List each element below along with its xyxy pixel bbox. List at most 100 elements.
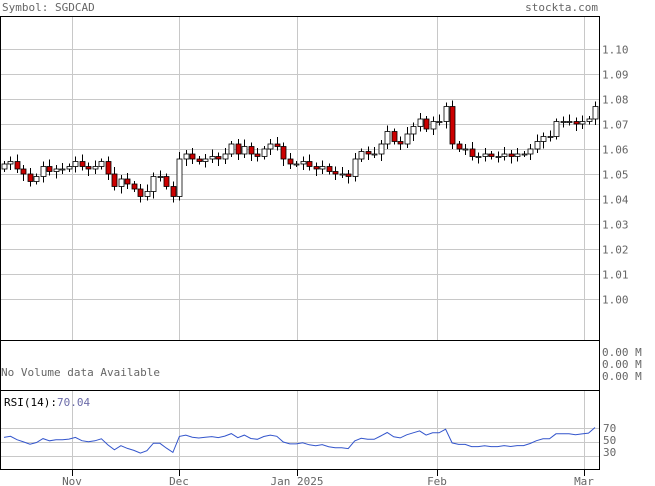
- brand-link[interactable]: stockta.com: [525, 1, 598, 14]
- candle-body: [482, 153, 489, 157]
- candle-body: [85, 166, 92, 170]
- candle-body: [92, 166, 99, 170]
- candle: [235, 139, 242, 160]
- candle: [514, 148, 521, 162]
- candle-body: [306, 161, 313, 167]
- candle-body: [72, 161, 79, 167]
- candle-body: [222, 153, 229, 160]
- price-tick-label: 1.03: [602, 219, 629, 232]
- candle: [105, 156, 112, 180]
- candle-body: [124, 178, 131, 185]
- candle: [228, 141, 235, 157]
- candle: [293, 161, 300, 167]
- candle: [397, 136, 404, 150]
- candle: [118, 175, 125, 194]
- candle: [345, 170, 352, 184]
- candle-body: [248, 146, 255, 155]
- candle-body: [235, 143, 242, 155]
- candle: [1, 161, 8, 172]
- candle-body: [449, 106, 456, 145]
- candle: [423, 116, 430, 132]
- candle-body: [443, 106, 450, 122]
- candle-body: [287, 158, 294, 165]
- candle: [410, 122, 417, 141]
- candle: [573, 117, 580, 131]
- price-tick-label: 1.08: [602, 94, 629, 107]
- candle-body: [79, 161, 86, 167]
- candle-body: [456, 143, 463, 150]
- candle-body: [527, 148, 534, 155]
- candle: [475, 152, 482, 164]
- candle-body: [131, 183, 138, 190]
- candle: [196, 156, 203, 165]
- candle-body: [378, 143, 385, 155]
- candle-body: [560, 121, 567, 123]
- candle: [306, 154, 313, 171]
- x-tick-label: Mar: [574, 475, 594, 486]
- candle: [553, 118, 560, 140]
- candle: [488, 151, 495, 160]
- candle-body: [534, 141, 541, 150]
- candle: [417, 113, 424, 132]
- rsi-grid: [1, 391, 599, 470]
- candle-body: [547, 136, 554, 138]
- candle: [189, 148, 196, 164]
- volume-axis-label-2: 0.00 M: [602, 358, 642, 371]
- candle: [566, 114, 573, 126]
- candle: [85, 162, 92, 176]
- candle-body: [384, 131, 391, 145]
- candle-body: [105, 161, 112, 175]
- candle: [53, 165, 60, 179]
- candle: [391, 128, 398, 145]
- candle-body: [209, 156, 216, 160]
- candle: [540, 132, 547, 149]
- candle: [183, 150, 190, 166]
- candle-body: [150, 176, 157, 192]
- rsi-label: RSI(14):70.04: [4, 396, 90, 409]
- candle: [98, 158, 105, 170]
- candle-body: [40, 166, 47, 177]
- candle: [267, 139, 274, 155]
- candle-body: [573, 121, 580, 125]
- candle-body: [488, 153, 495, 157]
- candle: [339, 167, 346, 178]
- candle: [352, 153, 359, 182]
- candle-body: [469, 148, 476, 157]
- price-grid: [1, 49, 599, 300]
- candle: [261, 146, 268, 160]
- candle-body: [274, 143, 281, 147]
- candle: [40, 161, 47, 183]
- candle-body: [404, 133, 411, 145]
- candle: [586, 116, 593, 125]
- rsi-axis-label-30: 30: [603, 446, 616, 459]
- candle: [326, 163, 333, 175]
- x-tick-label: Feb: [427, 475, 447, 486]
- candle-body: [436, 121, 443, 123]
- candle-body: [189, 153, 196, 160]
- candle-body: [144, 191, 151, 197]
- candle-body: [14, 161, 21, 170]
- price-tick-label: 1.04: [602, 194, 629, 207]
- candle-body: [514, 153, 521, 157]
- x-tick-label: Jan 2025: [271, 475, 324, 486]
- candle: [202, 154, 209, 168]
- candle: [59, 163, 66, 174]
- candle-body: [430, 121, 437, 130]
- candle-body: [345, 173, 352, 177]
- candle: [111, 167, 118, 191]
- candle-body: [475, 156, 482, 158]
- candle-body: [332, 171, 339, 175]
- candle: [170, 181, 177, 203]
- candle-body: [508, 153, 515, 157]
- candle: [508, 150, 515, 164]
- candle: [560, 116, 567, 128]
- candle-body: [326, 166, 333, 172]
- candle-body: [300, 161, 307, 165]
- candle-body: [553, 121, 560, 137]
- candle: [46, 159, 53, 176]
- candle-body: [27, 173, 34, 182]
- candle: [436, 114, 443, 126]
- price-tick-label: 1.06: [602, 144, 629, 157]
- candle-body: [540, 136, 547, 142]
